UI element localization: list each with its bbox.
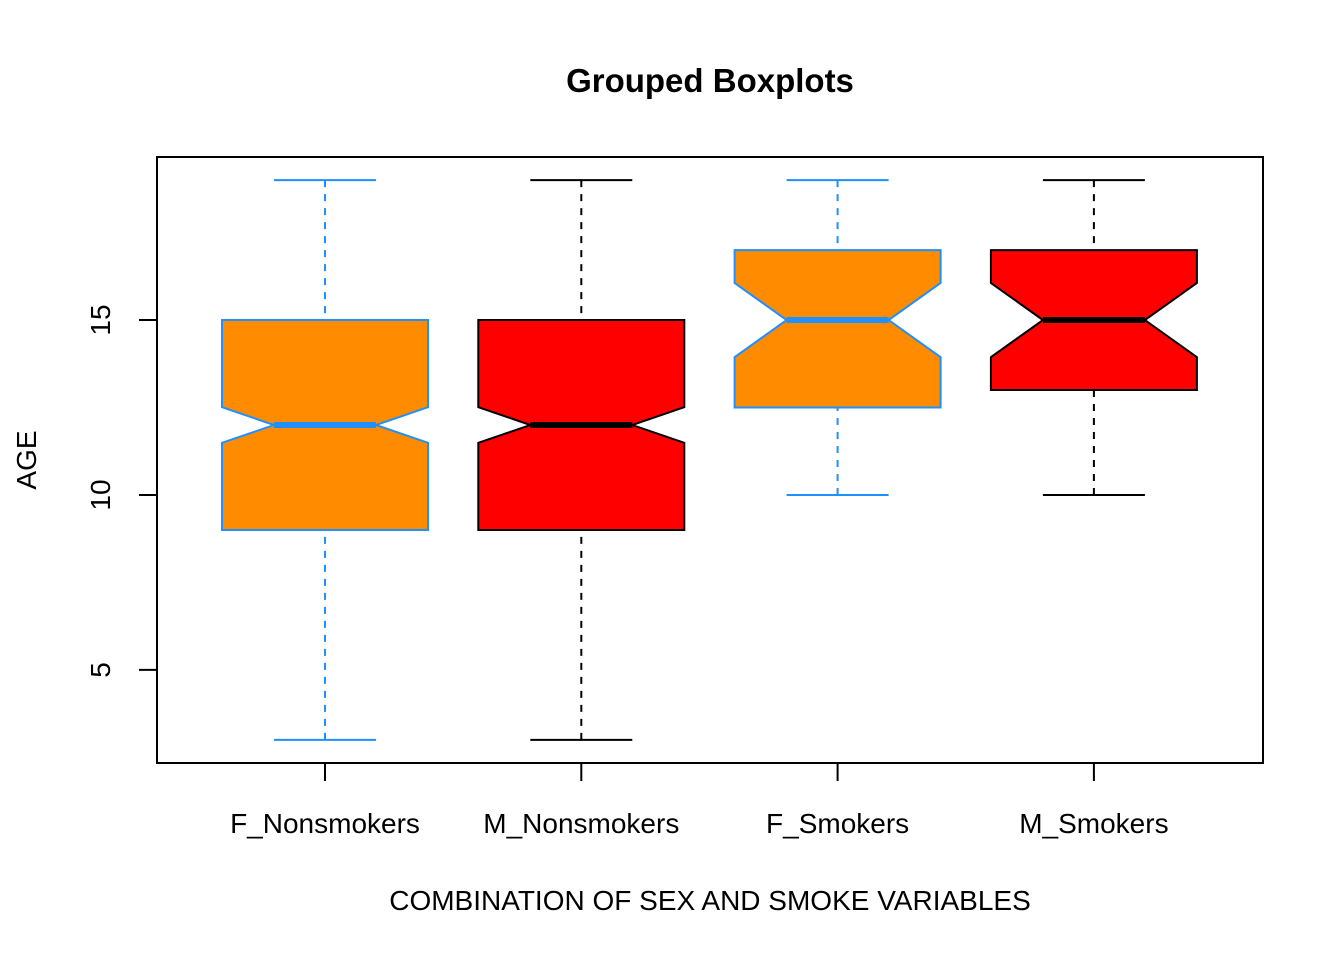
y-axis-label: AGE	[11, 430, 42, 489]
plot-frame	[156, 156, 1264, 764]
x-axis-label: COMBINATION OF SEX AND SMOKE VARIABLES	[389, 885, 1031, 916]
chart-title: Grouped Boxplots	[566, 62, 854, 99]
box	[733, 249, 942, 409]
y-tick-label: 15	[85, 304, 116, 335]
x-tick-label: M_Smokers	[1019, 808, 1168, 839]
x-tick-label: F_Nonsmokers	[230, 808, 420, 839]
x-tick-label: F_Smokers	[766, 808, 909, 839]
y-tick-label: 10	[85, 479, 116, 510]
y-tick-label: 5	[85, 662, 116, 678]
x-tick-label: M_Nonsmokers	[483, 808, 679, 839]
